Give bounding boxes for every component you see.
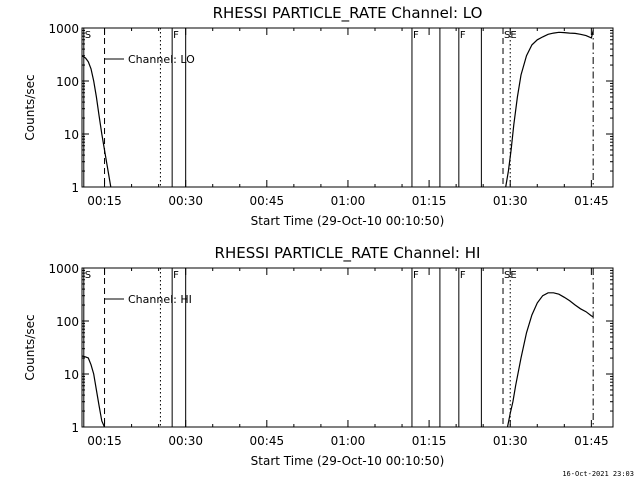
panel-1-y-tick-label: 10 bbox=[64, 128, 79, 142]
panel-1-x-tick-label: 00:15 bbox=[87, 194, 122, 208]
panel-2-series-line-segment-1 bbox=[81, 355, 106, 428]
panel-1-x-tick-label: 01:15 bbox=[412, 194, 447, 208]
panel-1-x-tick-label: 00:30 bbox=[168, 194, 203, 208]
panel-2-x-tick-label: 01:00 bbox=[331, 434, 366, 448]
footer-timestamp: 16-Oct-2021 23:03 bbox=[562, 470, 634, 478]
panel-2-legend-label: Channel: HI bbox=[128, 293, 192, 306]
panel-1-event-marker-label-1: S bbox=[85, 30, 91, 41]
panel-2-x-tick-label: 01:15 bbox=[412, 434, 447, 448]
panel-2-event-marker-label-1: S bbox=[85, 270, 91, 281]
panel-2-x-tick-label: 00:15 bbox=[87, 434, 122, 448]
panel-1-event-marker-label-6: F bbox=[413, 30, 419, 41]
panel-1-x-axis-label: Start Time (29-Oct-10 00:10:50) bbox=[251, 214, 445, 228]
panel-2-y-tick-label: 1 bbox=[71, 421, 79, 435]
panel-2-series-line-segment-2 bbox=[506, 292, 594, 428]
panel-1-x-tick-label: 01:45 bbox=[574, 194, 609, 208]
panel-1-y-tick-label: 100 bbox=[56, 75, 79, 89]
panel-1-y-tick-label: 1 bbox=[71, 181, 79, 195]
panel-1-y-tick-label: 1000 bbox=[48, 22, 79, 36]
panel-2-event-marker-label-8: F bbox=[460, 270, 466, 281]
panel-1-series-line-segment-1 bbox=[81, 55, 112, 188]
panel-1-event-marker-label-10: SE bbox=[504, 30, 517, 41]
panel-1-y-axis-label: Counts/sec bbox=[23, 74, 37, 140]
panel-1-title: RHESSI PARTICLE_RATE Channel: LO bbox=[213, 4, 483, 23]
panel-2-x-tick-label: 00:45 bbox=[250, 434, 285, 448]
panel-1-x-tick-label: 00:45 bbox=[250, 194, 285, 208]
panel-1-series-line-segment-2 bbox=[505, 30, 594, 188]
panel-2-y-tick-label: 100 bbox=[56, 315, 79, 329]
panel-2-event-marker-label-6: F bbox=[413, 270, 419, 281]
panel-2-x-tick-label: 00:30 bbox=[168, 434, 203, 448]
panel-2-x-tick-label: 01:45 bbox=[574, 434, 609, 448]
panel-2-event-marker-label-4: F bbox=[173, 270, 179, 281]
panel-2-y-axis-label: Counts/sec bbox=[23, 314, 37, 380]
panel-1-event-marker-label-8: F bbox=[460, 30, 466, 41]
panel-2-plot-frame bbox=[81, 267, 614, 428]
panel-1-event-marker-label-4: F bbox=[173, 30, 179, 41]
panel-2-title: RHESSI PARTICLE_RATE Channel: HI bbox=[215, 244, 481, 263]
panel-1-legend-label: Channel: LO bbox=[128, 53, 195, 66]
panel-2-x-axis-label: Start Time (29-Oct-10 00:10:50) bbox=[251, 454, 445, 468]
panel-2-event-marker-label-10: SE bbox=[504, 270, 517, 281]
panel-1-plot-frame bbox=[81, 27, 614, 188]
panel-1-x-tick-label: 01:00 bbox=[331, 194, 366, 208]
panel-2-y-tick-label: 10 bbox=[64, 368, 79, 382]
panel-2-x-tick-label: 01:30 bbox=[493, 434, 528, 448]
panel-1-x-tick-label: 01:30 bbox=[493, 194, 528, 208]
panel-2-y-tick-label: 1000 bbox=[48, 262, 79, 276]
